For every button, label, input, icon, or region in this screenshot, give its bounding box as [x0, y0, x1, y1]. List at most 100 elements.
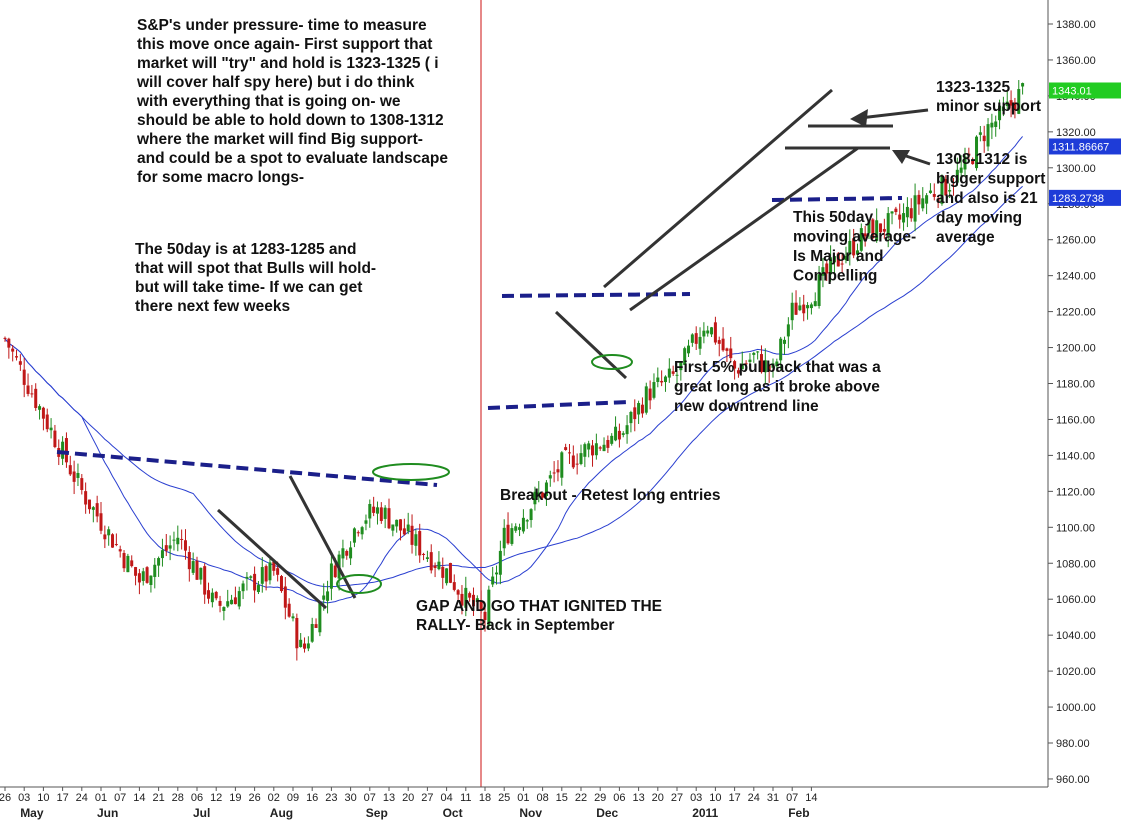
candle-body	[648, 388, 652, 401]
candle-body	[855, 250, 859, 255]
candle-body	[871, 219, 875, 239]
note-breakout-retest: Breakout - Retest long entries	[500, 487, 721, 504]
annotation-line: Breakout - Retest long entries	[500, 487, 721, 504]
candle-body	[706, 330, 710, 334]
moving-average-50day-line	[4, 185, 1023, 588]
x-month-label: Dec	[596, 806, 618, 820]
candle-body	[295, 617, 299, 649]
candle-body	[310, 623, 314, 642]
candle-body	[809, 304, 813, 309]
candle-body	[153, 564, 157, 577]
candle-body	[249, 576, 253, 578]
candle-body	[495, 572, 499, 575]
candle-body	[399, 519, 403, 531]
candle-body	[379, 507, 383, 522]
candle-body	[164, 545, 168, 551]
candle-body	[72, 471, 76, 482]
candle-body	[322, 595, 326, 600]
x-tick-label: 27	[421, 792, 433, 804]
candle-body	[34, 388, 38, 408]
candle-body	[3, 337, 7, 339]
annotation-line: day moving	[936, 210, 1022, 227]
annotation-line: 1308-1312 is	[936, 151, 1027, 168]
candle-body	[821, 267, 825, 276]
x-tick-label: 24	[76, 792, 88, 804]
candle-body	[1005, 101, 1009, 107]
candle-body	[571, 455, 575, 468]
candle-body	[717, 340, 721, 344]
candle-body	[978, 132, 982, 135]
candle-body	[525, 520, 529, 522]
candle-body	[948, 190, 952, 192]
x-tick-label: 04	[440, 792, 452, 804]
candle-body	[498, 550, 502, 575]
x-tick-label: 27	[671, 792, 683, 804]
x-tick-label: 11	[460, 792, 471, 804]
annotation-line: 1323-1325	[936, 79, 1011, 96]
candle-body	[687, 345, 691, 354]
candle-body	[683, 348, 687, 365]
candle-body	[30, 393, 34, 395]
arrow-head-1323	[850, 109, 868, 127]
candle-body	[836, 253, 840, 267]
candle-body	[867, 220, 871, 234]
candle-body	[49, 427, 53, 431]
x-tick-label: 14	[805, 792, 817, 804]
y-tick-label: 1160.00	[1056, 414, 1095, 426]
candle-body	[402, 528, 406, 535]
x-tick-label: 22	[575, 792, 587, 804]
candle-body	[375, 507, 379, 514]
candle-body	[541, 492, 545, 498]
candle-body	[637, 403, 641, 415]
candle-body	[905, 206, 909, 218]
candle-body	[986, 124, 990, 147]
x-tick-label: 12	[210, 792, 222, 804]
x-tick-label: 06	[191, 792, 203, 804]
candle-body	[567, 452, 571, 454]
candle-body	[921, 198, 925, 209]
candle-body	[291, 616, 295, 619]
candle-body	[203, 566, 207, 595]
candle-body	[736, 370, 740, 374]
x-tick-label: 21	[152, 792, 164, 804]
x-tick-label: 03	[18, 792, 30, 804]
candle-body	[483, 611, 487, 620]
candle-body	[840, 263, 844, 265]
candle-body	[99, 513, 103, 531]
candle-body	[602, 444, 606, 452]
candle-body	[518, 527, 522, 530]
x-tick-label: 08	[536, 792, 548, 804]
candle-body	[130, 560, 134, 567]
candle-body	[794, 302, 798, 315]
candle-body	[652, 382, 656, 398]
annotation-line: bigger support	[936, 171, 1045, 188]
candle-body	[913, 195, 917, 222]
candle-body	[87, 499, 91, 510]
candle-body	[126, 555, 130, 573]
arrow-head-1308	[892, 150, 910, 164]
candle-body	[656, 377, 660, 382]
candle-body	[218, 600, 222, 606]
candle-body	[817, 274, 821, 307]
candle-body	[825, 263, 829, 274]
candle-body	[95, 503, 99, 517]
candle-body	[372, 506, 376, 513]
candle-body	[606, 439, 610, 448]
candle-body	[587, 443, 591, 450]
candle-body	[617, 430, 621, 440]
candle-body	[360, 527, 364, 535]
candle-body	[640, 404, 644, 414]
x-tick-label: 10	[709, 792, 721, 804]
y-tick-label: 1360.00	[1056, 55, 1096, 67]
candle-body	[621, 433, 625, 435]
note-50day-compelling: This 50day moving average- Is Major and Com…	[793, 209, 916, 285]
x-tick-label: 20	[402, 792, 414, 804]
candle-body	[594, 443, 598, 456]
candle-body	[556, 469, 560, 473]
x-tick-label: 26	[0, 792, 11, 804]
candle-body	[975, 136, 979, 169]
candle-body	[299, 639, 303, 648]
price-badge-label: 1343.01	[1052, 85, 1092, 97]
candle-body	[76, 472, 80, 478]
